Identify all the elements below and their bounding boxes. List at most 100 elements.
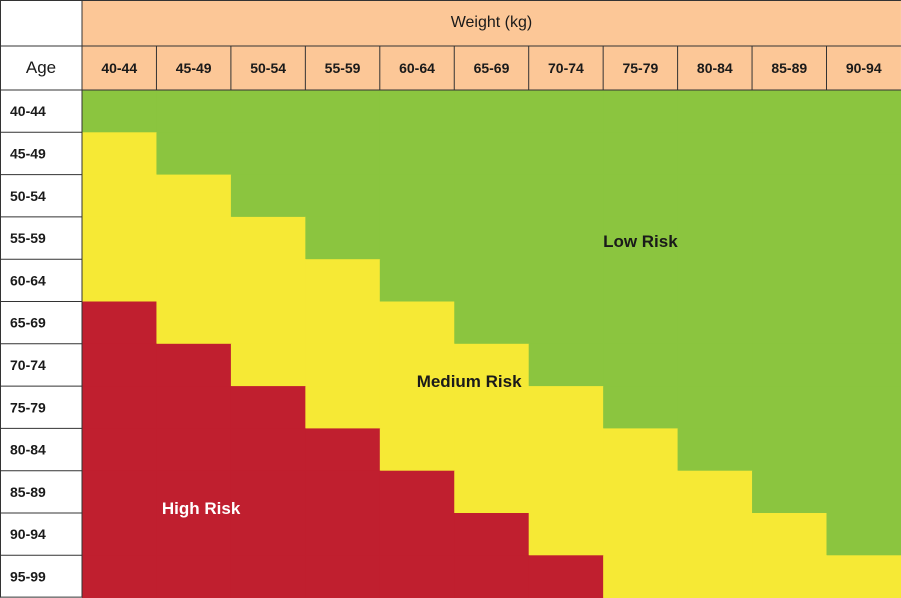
y-tick-label: 50-54	[10, 188, 46, 204]
y-tick-label: 90-94	[10, 526, 46, 542]
heatmap-cell-low	[454, 259, 530, 303]
heatmap-cell-low	[379, 90, 455, 133]
heatmap-cell-low	[305, 132, 381, 176]
x-tick-label: 45-49	[176, 60, 212, 76]
heatmap-cell-low	[677, 216, 753, 260]
x-tick-label: 65-69	[474, 60, 510, 76]
heatmap-cell-high	[379, 513, 455, 556]
x-title-bg	[82, 0, 901, 46]
heatmap-cell-low	[230, 174, 306, 218]
heatmap-cell-low	[528, 174, 604, 218]
heatmap-cell-low	[603, 216, 679, 260]
heatmap-cell-medium	[156, 301, 232, 345]
x-tick-label: 85-89	[771, 60, 807, 76]
y-tick-label: 85-89	[10, 484, 46, 500]
heatmap-cell-high	[528, 555, 604, 598]
heatmap-cell-low	[826, 259, 901, 303]
heatmap-cell-low	[826, 343, 901, 387]
heatmap-cell-high	[230, 555, 306, 598]
heatmap-cell-low	[528, 132, 604, 176]
heatmap-cell-medium	[305, 259, 381, 303]
y-tick-label: 40-44	[10, 103, 46, 119]
heatmap-cell-medium	[603, 555, 679, 598]
heatmap-cell-low	[305, 90, 381, 133]
heatmap-cell-low	[826, 132, 901, 176]
heatmap-cell-high	[305, 428, 381, 472]
heatmap-cell-low	[752, 216, 828, 260]
heatmap-cell-low	[677, 259, 753, 303]
heatmap-cell-low	[528, 90, 604, 133]
heatmap-cell-low	[677, 90, 753, 133]
heatmap-cell-medium	[603, 513, 679, 556]
heatmap-cell-medium	[677, 513, 753, 556]
y-tick-label: 55-59	[10, 230, 46, 246]
y-tick-label: 75-79	[10, 399, 46, 415]
y-axis-title: Age	[25, 58, 57, 77]
heatmap-cell-medium	[454, 428, 530, 472]
heatmap-cell-high	[82, 343, 158, 387]
heatmap-cell-high	[156, 428, 232, 472]
heatmap-cell-low	[752, 174, 828, 218]
heatmap-cell-medium	[752, 555, 828, 598]
heatmap-cell-medium	[230, 301, 306, 345]
heatmap-cell-low	[752, 90, 828, 133]
heatmap-cell-medium	[379, 343, 455, 387]
heatmap-cell-medium	[82, 259, 158, 303]
low-risk-label: Low Risk	[603, 232, 678, 252]
heatmap-cell-low	[379, 216, 455, 260]
heatmap-cell-low	[677, 386, 753, 429]
heatmap-cell-low	[454, 216, 530, 260]
heatmap-cell-high	[156, 470, 232, 514]
heatmap-cell-low	[677, 428, 753, 472]
heatmap-cell-high	[156, 555, 232, 598]
heatmap-cell-medium	[677, 470, 753, 514]
heatmap-cell-low	[230, 90, 306, 133]
heatmap-cell-medium	[82, 174, 158, 218]
heatmap-cell-low	[528, 301, 604, 345]
high-risk-label: High Risk	[161, 498, 241, 518]
heatmap-cell-low	[603, 132, 679, 176]
heatmap-cell-low	[752, 259, 828, 303]
heatmap-cell-medium	[752, 513, 828, 556]
heatmap-cell-low	[454, 174, 530, 218]
x-tick-label: 80-84	[697, 60, 733, 76]
heatmap-cell-high	[156, 343, 232, 387]
heatmap-cell-high	[230, 470, 306, 514]
x-axis-title: Weight (kg)	[450, 14, 533, 31]
heatmap-cell-medium	[230, 343, 306, 387]
heatmap-cell-medium	[528, 386, 604, 429]
heatmap-cell-medium	[82, 216, 158, 260]
medium-risk-label: Medium Risk	[416, 371, 522, 391]
heatmap-cell-low	[677, 301, 753, 345]
heatmap-cell-low	[156, 132, 232, 176]
heatmap-cell-medium	[379, 386, 455, 429]
heatmap-cell-low	[82, 90, 158, 133]
heatmap-cell-low	[752, 343, 828, 387]
heatmap-cell-medium	[379, 301, 455, 345]
x-tick-label: 60-64	[399, 60, 435, 76]
x-tick-label: 50-54	[250, 60, 286, 76]
heatmap-cell-low	[528, 259, 604, 303]
heatmap-cell-high	[230, 386, 306, 429]
heatmap-cell-medium	[603, 470, 679, 514]
heatmap-cell-high	[454, 555, 530, 598]
heatmap-cell-medium	[156, 174, 232, 218]
heatmap-cell-high	[82, 513, 158, 556]
x-tick-label: 40-44	[101, 60, 137, 76]
heatmap-cell-high	[82, 301, 158, 345]
heatmap-cell-low	[752, 428, 828, 472]
y-tick-label: 95-99	[10, 568, 46, 584]
heatmap-cell-high	[305, 513, 381, 556]
heatmap-cell-low	[305, 216, 381, 260]
heatmap-cell-low	[603, 386, 679, 429]
heatmap-cell-high	[82, 555, 158, 598]
heatmap-cell-medium	[677, 555, 753, 598]
heatmap-cell-low	[826, 470, 901, 514]
heatmap-cell-low	[454, 90, 530, 133]
heatmap-cell-low	[677, 174, 753, 218]
heatmap-cell-medium	[230, 259, 306, 303]
heatmap-cell-medium	[230, 216, 306, 260]
heatmap-cell-medium	[156, 259, 232, 303]
heatmap-cell-high	[379, 470, 455, 514]
x-tick-label: 90-94	[846, 60, 882, 76]
